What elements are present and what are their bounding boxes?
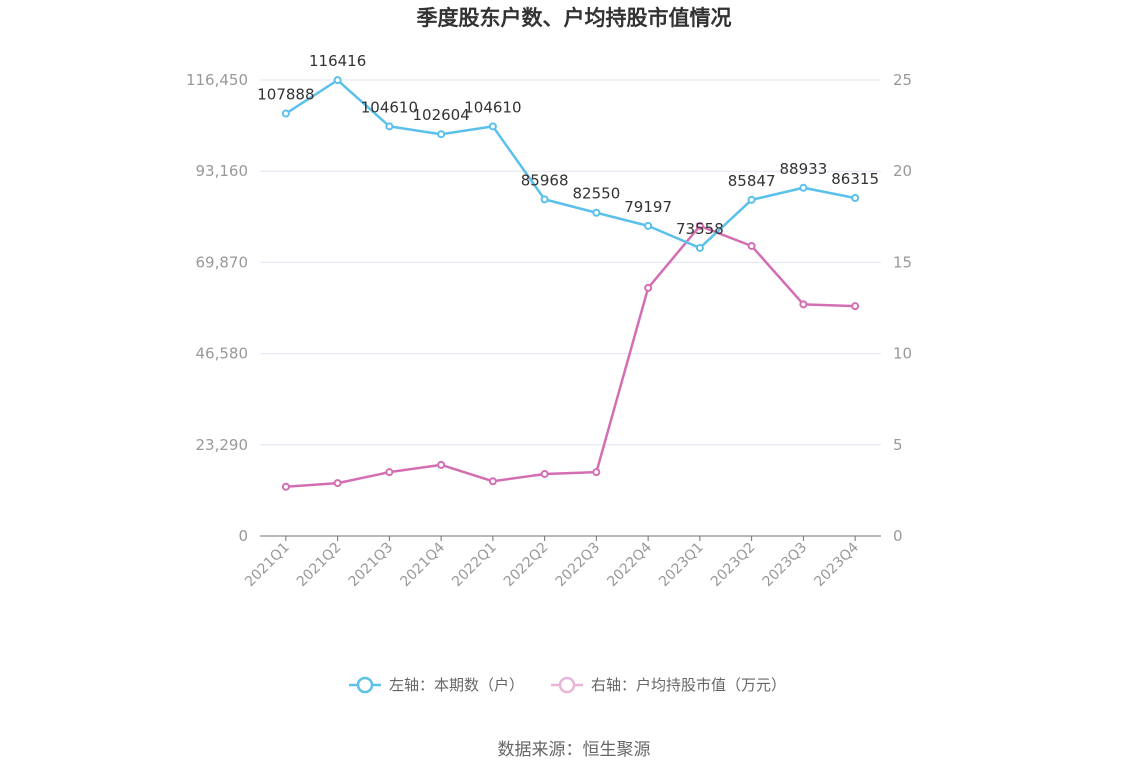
left-tick-label: 23,290 xyxy=(196,436,249,454)
x-axis: 2021Q1 2021Q2 2021Q3 2021Q4 2022Q1 2022Q2 2022… xyxy=(242,535,881,591)
data-label: 104610 xyxy=(464,98,521,116)
data-point[interactable] xyxy=(540,469,549,478)
right-tick-label: 5 xyxy=(893,436,903,454)
data-label: 88933 xyxy=(780,160,828,178)
data-point[interactable] xyxy=(437,460,446,469)
x-tick-label: 2021Q2 xyxy=(294,540,345,591)
left-tick-label: 69,870 xyxy=(196,253,249,271)
data-point[interactable] xyxy=(799,183,808,192)
legend-item-avg-holding-value[interactable]: 右轴：户均持股市值（万元） xyxy=(551,676,786,694)
data-label: 82550 xyxy=(573,185,621,203)
left-axis: 0 23,290 46,580 69,870 93,160 116,450 xyxy=(186,71,248,545)
right-axis: 0 5 10 15 20 25 xyxy=(893,71,912,545)
x-tick-label: 2022Q3 xyxy=(553,540,604,591)
data-label: 79197 xyxy=(624,198,672,216)
data-point[interactable] xyxy=(281,109,290,118)
data-label: 85847 xyxy=(728,172,776,190)
left-tick-label: 116,450 xyxy=(186,71,248,89)
data-label: 85968 xyxy=(521,171,569,189)
data-point[interactable] xyxy=(437,130,446,139)
source-note: 数据来源：恒生聚源 xyxy=(498,740,651,760)
legend[interactable]: 左轴：本期数（户） 右轴：户均持股市值（万元） xyxy=(349,676,786,694)
data-point[interactable] xyxy=(851,302,860,311)
left-tick-label: 46,580 xyxy=(196,345,249,363)
x-tick-label: 2021Q3 xyxy=(346,540,397,591)
data-point[interactable] xyxy=(747,241,756,250)
x-tick-label: 2021Q4 xyxy=(397,539,448,590)
data-label: 86315 xyxy=(831,170,879,188)
data-point[interactable] xyxy=(644,283,653,292)
right-tick-label: 15 xyxy=(893,253,912,271)
data-point[interactable] xyxy=(540,195,549,204)
x-tick-label: 2022Q4 xyxy=(604,539,655,590)
grid-lines xyxy=(260,79,881,446)
data-label: 104610 xyxy=(361,98,418,116)
legend-label: 右轴：户均持股市值（万元） xyxy=(591,676,786,694)
data-point[interactable] xyxy=(385,122,394,131)
x-tick-label: 2023Q4 xyxy=(811,539,862,590)
right-tick-label: 20 xyxy=(893,162,912,180)
data-point[interactable] xyxy=(333,479,342,488)
series-line xyxy=(285,78,856,250)
series-avg-holding-value xyxy=(281,221,860,491)
data-point[interactable] xyxy=(747,195,756,204)
data-point[interactable] xyxy=(592,468,601,477)
chart-title: 季度股东户数、户均持股市值情况 xyxy=(417,6,732,30)
data-point[interactable] xyxy=(799,300,808,309)
series-line xyxy=(285,224,856,488)
data-point[interactable] xyxy=(592,208,601,217)
data-point[interactable] xyxy=(385,468,394,477)
x-tick-label: 2023Q3 xyxy=(760,540,811,591)
right-tick-label: 25 xyxy=(893,71,912,89)
x-tick-label: 2023Q2 xyxy=(708,540,759,591)
data-point[interactable] xyxy=(695,243,704,252)
x-tick-label: 2023Q1 xyxy=(656,540,707,591)
data-point[interactable] xyxy=(851,194,860,203)
data-point[interactable] xyxy=(488,477,497,486)
left-tick-label: 93,160 xyxy=(196,162,249,180)
data-point[interactable] xyxy=(488,122,497,131)
left-tick-label: 0 xyxy=(238,527,248,545)
x-tick-label: 2022Q2 xyxy=(501,540,552,591)
legend-marker xyxy=(558,676,576,694)
data-point[interactable] xyxy=(644,221,653,230)
data-point[interactable] xyxy=(281,482,290,491)
right-tick-label: 0 xyxy=(893,527,903,545)
legend-label: 左轴：本期数（户） xyxy=(389,676,524,694)
legend-marker xyxy=(356,676,374,694)
data-label: 107888 xyxy=(257,86,314,104)
data-label: 73558 xyxy=(676,220,724,238)
legend-item-shareholder-count[interactable]: 左轴：本期数（户） xyxy=(349,676,524,694)
data-point[interactable] xyxy=(695,221,704,230)
data-label: 102604 xyxy=(412,106,469,124)
x-tick-label: 2022Q1 xyxy=(449,540,500,591)
x-tick-label: 2021Q1 xyxy=(242,540,293,591)
right-tick-label: 10 xyxy=(893,345,912,363)
data-point[interactable] xyxy=(333,76,342,85)
data-label: 116416 xyxy=(309,52,366,70)
